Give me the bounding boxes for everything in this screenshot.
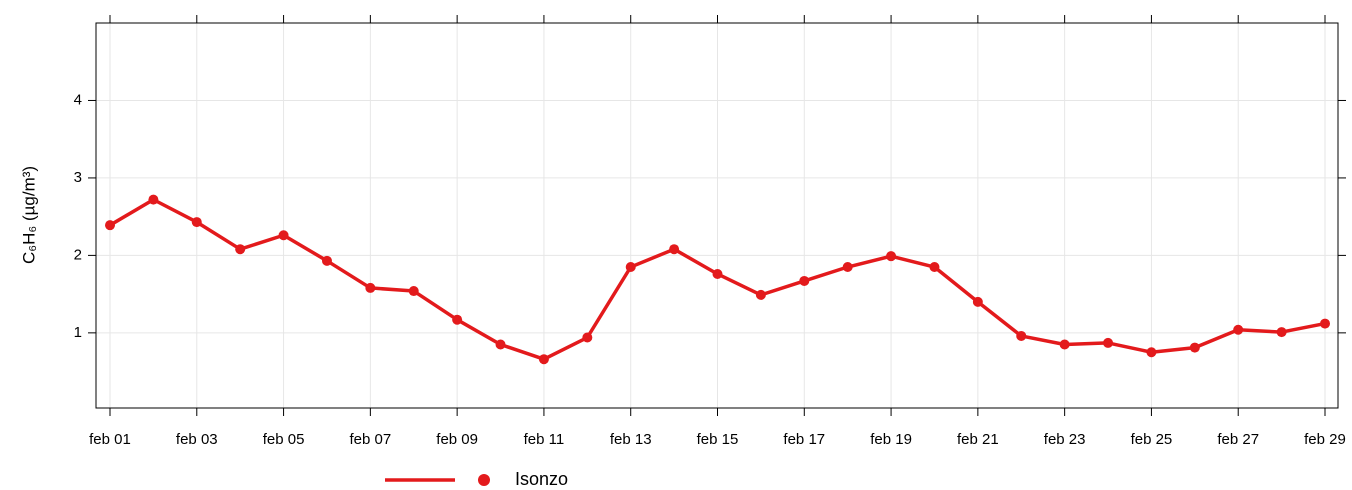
y-tick-label: 4 <box>74 91 82 108</box>
data-point <box>538 354 549 365</box>
data-point <box>972 296 983 307</box>
data-point <box>191 217 202 228</box>
x-tick-label: feb 07 <box>349 431 391 448</box>
x-tick-label: feb 03 <box>176 431 218 448</box>
data-point <box>365 282 376 293</box>
x-tick-label: feb 11 <box>524 431 565 448</box>
x-tick-label: feb 17 <box>783 431 825 448</box>
data-point <box>886 251 897 262</box>
data-point <box>712 268 723 279</box>
x-tick-label: feb 27 <box>1217 431 1259 448</box>
data-point <box>495 339 506 350</box>
data-point <box>842 262 853 273</box>
data-point <box>929 262 940 273</box>
data-point <box>1233 324 1244 335</box>
legend-dot <box>478 474 490 486</box>
data-point <box>669 244 680 255</box>
data-point <box>625 262 636 273</box>
data-point <box>1103 337 1114 348</box>
data-point <box>278 230 289 241</box>
data-point <box>1059 339 1070 350</box>
data-point <box>755 289 766 300</box>
legend-label: Isonzo <box>515 469 568 489</box>
x-tick-label: feb 15 <box>697 431 739 448</box>
x-tick-label: feb 25 <box>1131 431 1173 448</box>
data-point <box>148 194 159 205</box>
data-point <box>105 220 115 231</box>
data-point <box>1146 347 1157 358</box>
data-point <box>235 244 246 255</box>
data-point <box>799 275 810 286</box>
data-point <box>408 286 419 297</box>
x-tick-label: feb 01 <box>89 431 131 448</box>
x-tick-label: feb 23 <box>1044 431 1086 448</box>
data-point <box>1016 330 1027 341</box>
x-tick-label: feb 05 <box>263 431 305 448</box>
y-tick-label: 1 <box>74 324 82 341</box>
y-tick-label: 2 <box>74 246 82 263</box>
data-point <box>452 314 463 325</box>
data-point <box>582 332 593 343</box>
y-axis-label: C₆H₆ (µg/m³) <box>19 166 38 264</box>
y-tick-label: 3 <box>74 169 82 186</box>
data-point <box>1276 327 1287 338</box>
data-point <box>321 255 332 266</box>
data-point <box>1189 342 1200 353</box>
data-point <box>1320 318 1330 329</box>
x-tick-label: feb 19 <box>870 431 912 448</box>
x-tick-label: feb 21 <box>957 431 999 448</box>
x-tick-label: feb 09 <box>436 431 478 448</box>
x-tick-label: feb 13 <box>610 431 652 448</box>
x-tick-label: feb 29 <box>1304 431 1346 448</box>
